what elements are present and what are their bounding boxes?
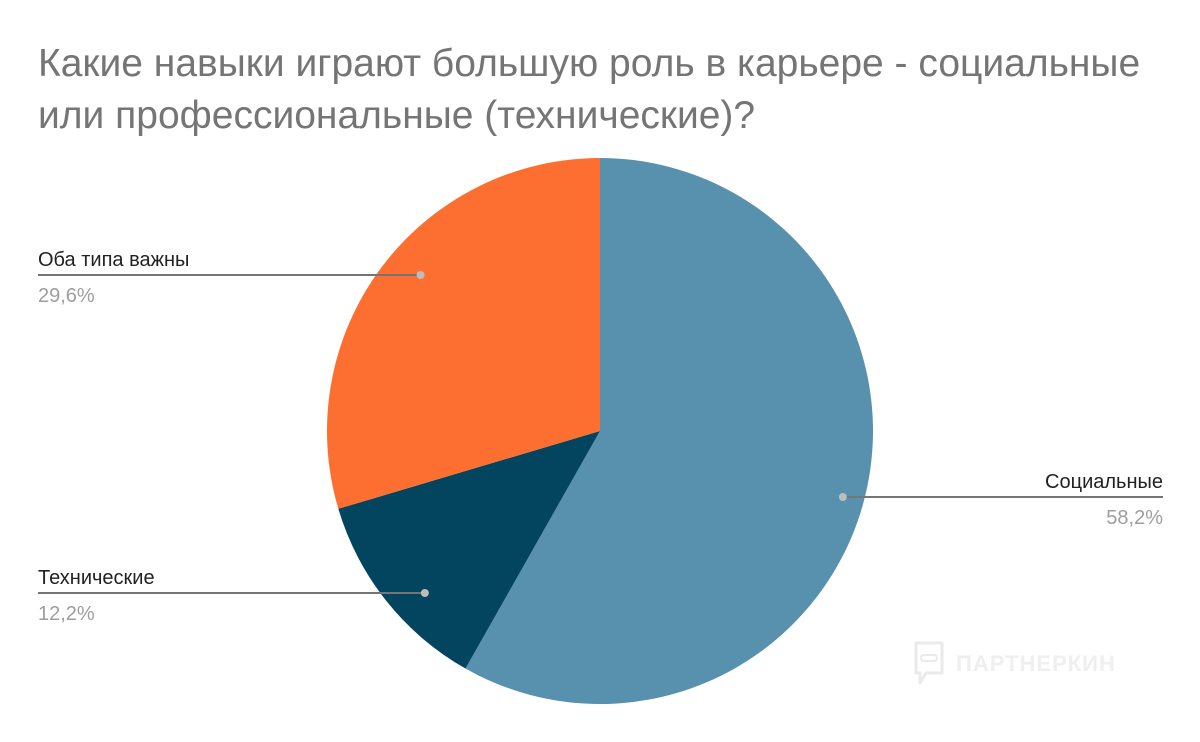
watermark-logo: ПАРТНЕРКИН [912,638,1116,690]
slices-layer [326,158,873,705]
slice-3-leader-dot [416,271,425,279]
slice-2-percent: 12,2% [38,603,95,625]
chart-title: Какие навыки играют большую роль в карье… [38,42,1141,137]
slice-1-percent: 58,2% [1106,507,1163,529]
slice-1-leader-dot [838,493,847,501]
chat-bubble-icon [914,641,944,685]
labels-layer: Социальные 58,2% Технические 12,2% Оба типа … [38,249,1163,625]
slice-2-leader-dot [420,589,429,597]
slice-1 [465,158,873,705]
watermark-text: ПАРТНЕРКИН [956,651,1116,676]
slice-2 [338,431,600,669]
slice-2-label: Технические [38,567,155,589]
slice-3-label: Оба типа важны [38,249,189,271]
slice-3 [326,158,600,509]
slice-1-label: Социальные [1045,471,1163,493]
slice-3-percent: 29,6% [38,285,95,307]
